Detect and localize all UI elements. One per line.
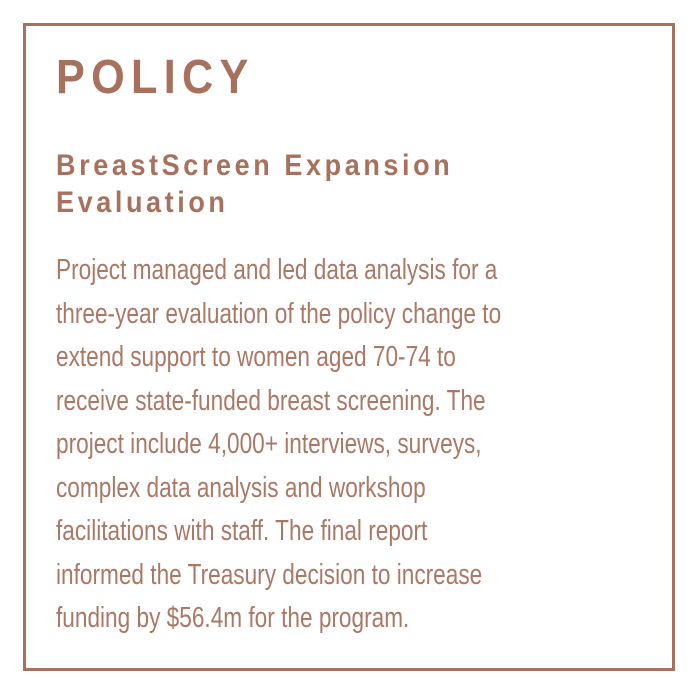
- card-frame: POLICY BreastScreen Expansion Evaluation…: [23, 23, 675, 671]
- project-title: BreastScreen Expansion Evaluation: [56, 147, 654, 221]
- project-description: Project managed and led data analysis fo…: [56, 249, 654, 641]
- description-line: extend support to women aged 70-74 to: [56, 341, 456, 373]
- description-line: informed the Treasury decision to increa…: [56, 558, 483, 591]
- description-line: facilitations with staff. The final repo…: [56, 515, 428, 547]
- category-heading: POLICY: [56, 51, 255, 104]
- description-line: complex data analysis and workshop: [56, 471, 426, 504]
- description-line: receive state-funded breast screening. T…: [56, 384, 486, 417]
- description-line: project include 4,000+ interviews, surve…: [56, 428, 482, 460]
- description-line: three-year evaluation of the policy chan…: [56, 297, 502, 330]
- project-title-line: Evaluation: [56, 186, 229, 219]
- description-line: funding by $56.4m for the program.: [56, 602, 410, 634]
- card-content: POLICY BreastScreen Expansion Evaluation…: [26, 54, 672, 641]
- project-title-line: BreastScreen Expansion: [56, 149, 454, 182]
- description-line: Project managed and led data analysis fo…: [56, 254, 498, 286]
